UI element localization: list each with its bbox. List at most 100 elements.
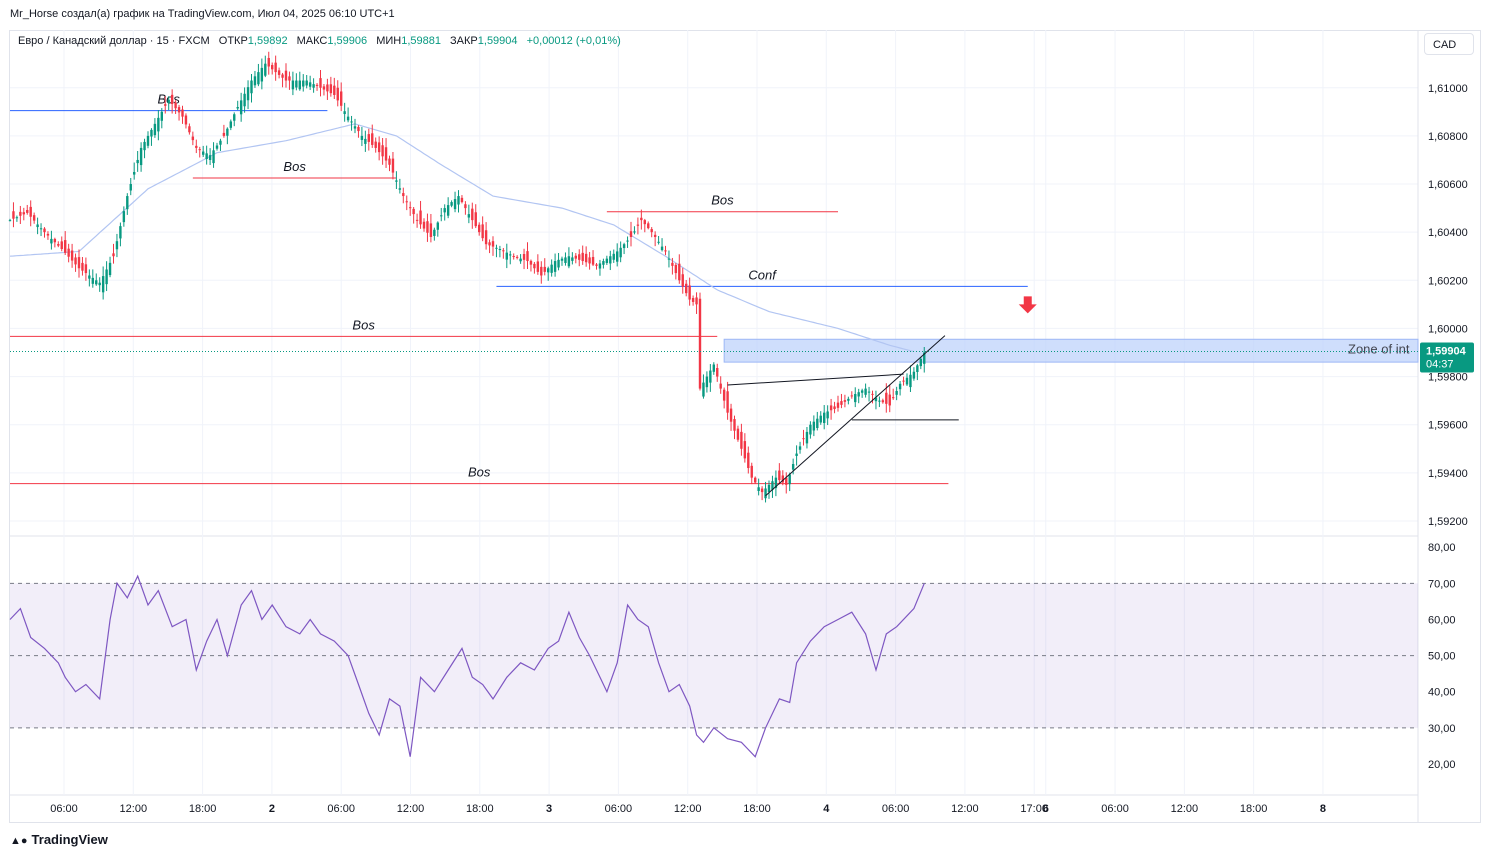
zone-of-interest: Zone of int bbox=[723, 338, 1419, 363]
candle-body bbox=[126, 196, 129, 210]
price-tick-label: 1,59200 bbox=[1428, 516, 1468, 528]
candle-body bbox=[581, 252, 584, 262]
candle-body bbox=[136, 159, 139, 164]
candle-body bbox=[923, 352, 926, 364]
candle-body bbox=[367, 134, 370, 142]
candle-body bbox=[653, 234, 657, 237]
candle-body bbox=[840, 401, 843, 405]
candle-body bbox=[481, 224, 484, 239]
candle-body bbox=[495, 247, 498, 249]
countdown-label: 04:37 bbox=[1426, 359, 1454, 371]
candle-body bbox=[381, 145, 384, 157]
candle-body bbox=[260, 67, 264, 82]
time-tick-label: 06:00 bbox=[327, 803, 355, 815]
candle-body bbox=[298, 80, 301, 90]
candle-body bbox=[478, 224, 481, 233]
drawings bbox=[727, 296, 1037, 497]
candle-body bbox=[284, 70, 288, 81]
candle-body bbox=[340, 91, 343, 106]
candle-body bbox=[691, 298, 695, 302]
brand-name: TradingView bbox=[31, 832, 108, 847]
time-tick-label: 06:00 bbox=[1101, 803, 1129, 815]
candle-body bbox=[667, 258, 671, 260]
candle-body bbox=[464, 204, 467, 209]
candle-body bbox=[643, 220, 646, 225]
candle-body bbox=[895, 391, 898, 395]
candle-body bbox=[688, 285, 691, 300]
time-tick-label: 12:00 bbox=[951, 803, 979, 815]
candle-body bbox=[226, 128, 229, 136]
candle-body bbox=[629, 231, 633, 237]
candle-body bbox=[664, 250, 667, 252]
price-tick-label: 1,59600 bbox=[1428, 420, 1468, 432]
candle-body bbox=[291, 80, 295, 90]
candle-body bbox=[705, 376, 709, 388]
candle-body bbox=[695, 297, 698, 305]
candle-body bbox=[616, 251, 619, 262]
open-value: 1,59892 bbox=[247, 35, 288, 47]
candle-body bbox=[850, 395, 853, 397]
candle-body bbox=[409, 207, 412, 209]
candle-body bbox=[326, 84, 329, 92]
price-tick-label: 1,60400 bbox=[1428, 227, 1468, 239]
candle-body bbox=[274, 62, 277, 73]
candle-body bbox=[271, 65, 274, 70]
candle-body bbox=[574, 255, 577, 259]
candle-body bbox=[412, 208, 415, 215]
candle-body bbox=[733, 419, 736, 431]
candle-body bbox=[188, 126, 191, 133]
currency-button[interactable]: CAD bbox=[1424, 33, 1474, 55]
candle-body bbox=[898, 383, 902, 390]
candle-body bbox=[529, 260, 533, 265]
candle-body bbox=[833, 406, 836, 410]
candle-body bbox=[533, 263, 536, 269]
zone-box bbox=[723, 338, 1419, 363]
candle-body bbox=[433, 229, 436, 236]
time-tick-label: 4 bbox=[823, 803, 830, 815]
open-label: ОТКР bbox=[218, 35, 248, 47]
candle-body bbox=[174, 102, 177, 109]
candle-body bbox=[795, 453, 798, 456]
candle-body bbox=[619, 247, 622, 258]
candle-body bbox=[139, 147, 143, 166]
rsi-tick-label: 60,00 bbox=[1428, 614, 1456, 626]
candle-body bbox=[133, 171, 136, 175]
candle-body bbox=[736, 428, 740, 440]
candle-body bbox=[395, 180, 398, 182]
candle-body bbox=[371, 133, 374, 145]
candle-body bbox=[484, 230, 488, 245]
candle-body bbox=[391, 158, 395, 173]
high-label: МАКС bbox=[296, 35, 328, 47]
candle-body bbox=[8, 220, 12, 222]
candle-body bbox=[419, 210, 422, 225]
time-tick-label: 12:00 bbox=[1171, 803, 1199, 815]
candle-body bbox=[602, 261, 605, 265]
rsi-tick-label: 50,00 bbox=[1428, 651, 1456, 663]
candle-body bbox=[453, 199, 457, 210]
candle-body bbox=[760, 488, 764, 493]
candle-body bbox=[308, 82, 312, 87]
level-label: Conf bbox=[748, 267, 777, 282]
candle-body bbox=[181, 109, 184, 117]
candle-body bbox=[281, 74, 284, 78]
candle-body bbox=[502, 250, 505, 252]
candle-body bbox=[571, 257, 574, 261]
candle-body bbox=[553, 261, 557, 272]
candle-body bbox=[353, 126, 357, 129]
rsi-tick-label: 40,00 bbox=[1428, 687, 1456, 699]
candle-body bbox=[740, 431, 743, 449]
candle-body bbox=[229, 121, 232, 128]
candle-body bbox=[547, 268, 550, 273]
candle-body bbox=[322, 86, 326, 90]
candle-body bbox=[871, 393, 874, 395]
candle-body bbox=[771, 481, 774, 490]
candle-body bbox=[233, 114, 236, 121]
candle-body bbox=[67, 248, 70, 257]
candle-body bbox=[91, 277, 94, 284]
candle-body bbox=[164, 104, 167, 106]
rsi-tick-label: 70,00 bbox=[1428, 578, 1456, 590]
candle-body bbox=[64, 240, 67, 253]
candle-body bbox=[919, 358, 922, 367]
